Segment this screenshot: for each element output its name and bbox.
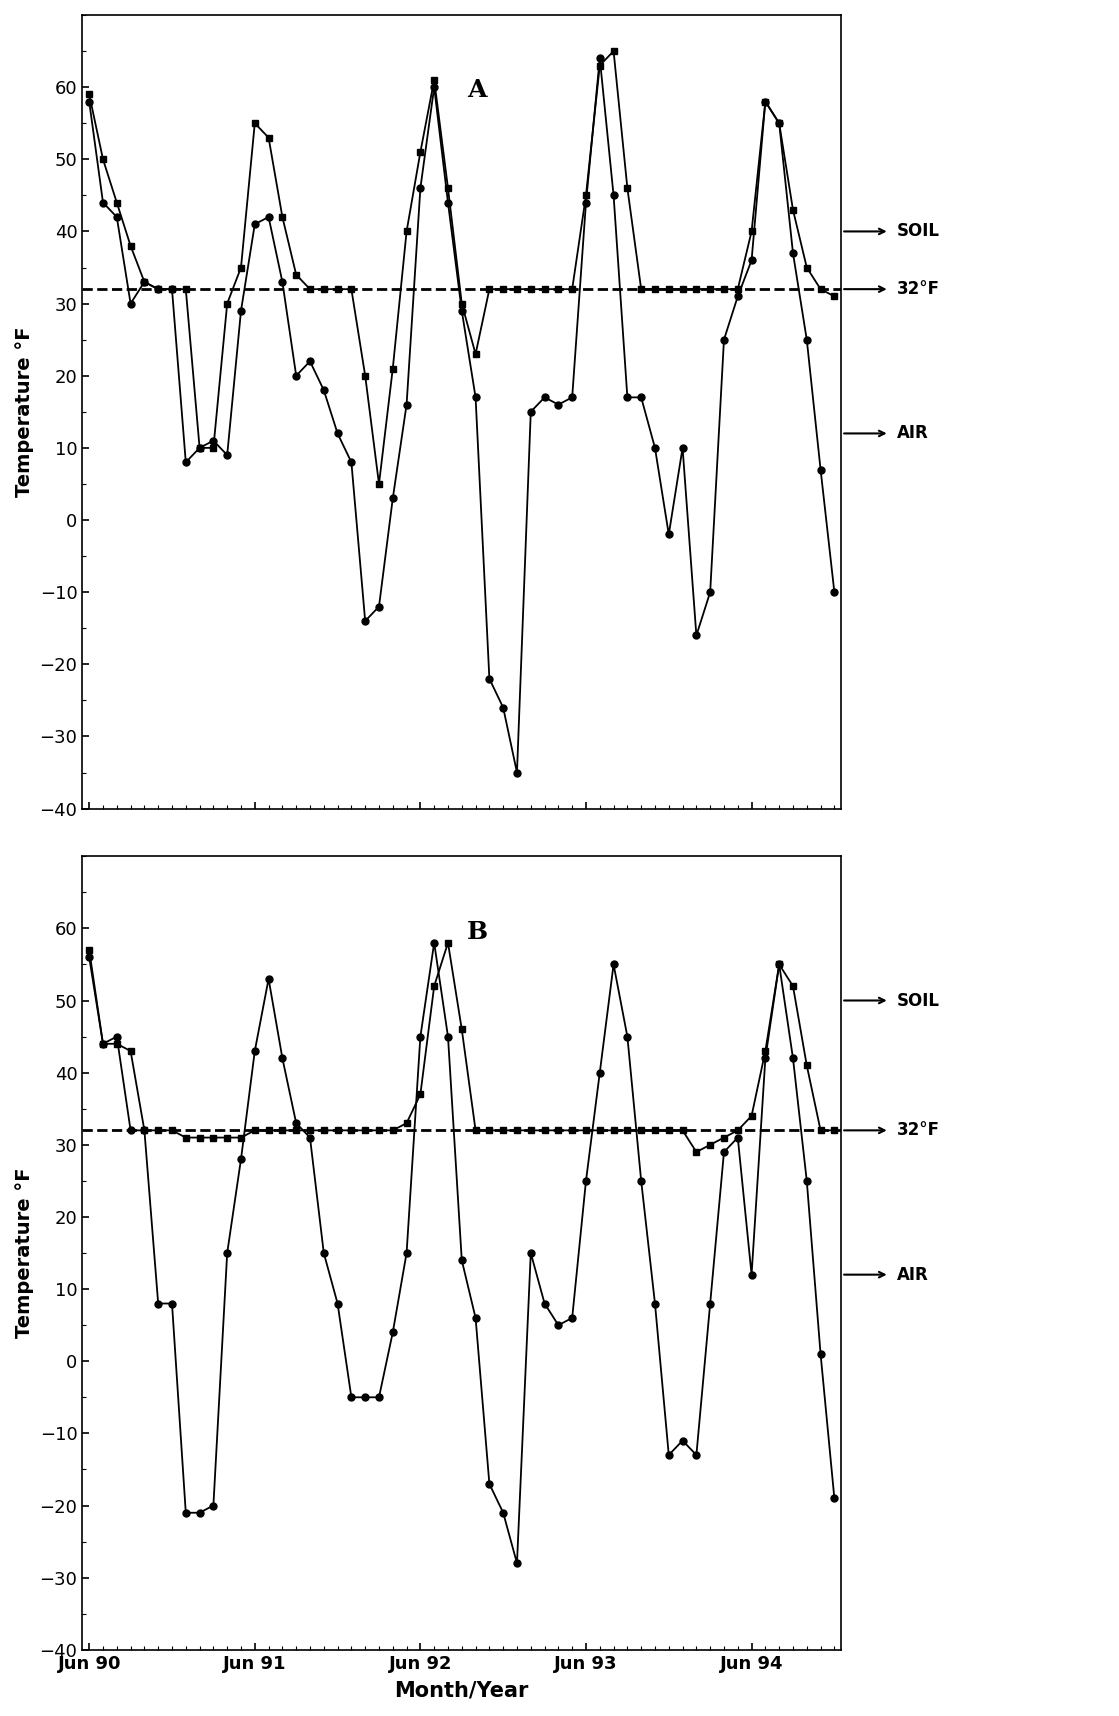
- Y-axis label: Temperature °F: Temperature °F: [15, 1169, 34, 1338]
- Text: B: B: [467, 920, 488, 944]
- Text: 32°F: 32°F: [896, 280, 940, 299]
- Text: SOIL: SOIL: [896, 223, 940, 240]
- Y-axis label: Temperature °F: Temperature °F: [15, 326, 34, 498]
- X-axis label: Month/Year: Month/Year: [395, 1682, 529, 1701]
- Text: A: A: [468, 79, 487, 103]
- Text: 32°F: 32°F: [896, 1121, 940, 1139]
- Text: SOIL: SOIL: [896, 992, 940, 1009]
- Text: AIR: AIR: [896, 424, 929, 443]
- Text: AIR: AIR: [896, 1266, 929, 1284]
